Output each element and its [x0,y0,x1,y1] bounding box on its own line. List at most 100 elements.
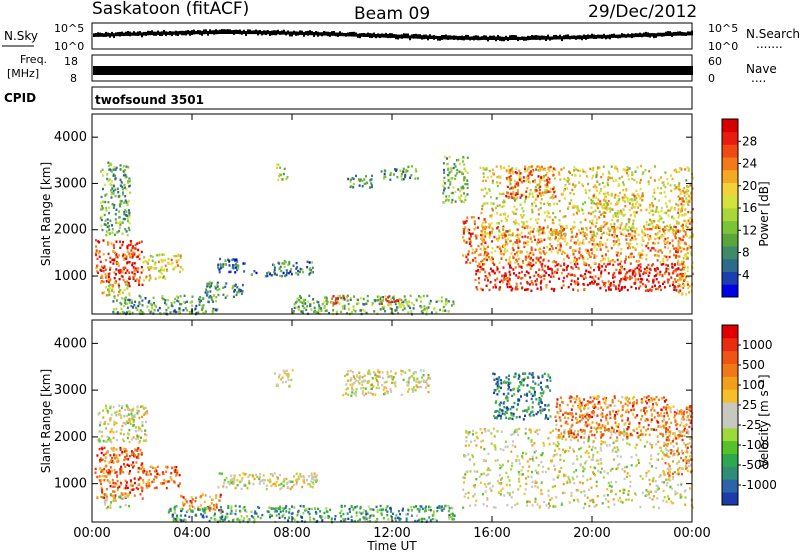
colorbar-swatch [722,246,738,260]
range-cell [520,221,523,224]
range-cell [683,242,686,245]
range-cell [597,202,600,205]
freq-mark [509,66,511,75]
range-cell [688,200,691,203]
range-cell [467,250,470,253]
range-cell [617,201,620,204]
noise-sky-mark [421,36,423,39]
noise-sky-mark [281,32,283,35]
noise-sky-mark [475,37,477,40]
range-cell [687,203,690,207]
range-cell [464,195,467,198]
range-cell [125,214,127,217]
range-cell [473,228,476,231]
range-cell [606,208,609,211]
range-cell [545,284,548,287]
freq-mark [329,66,331,75]
range-cell [598,183,601,186]
range-cell [624,169,627,173]
noise-search-mark [133,31,135,36]
range-cell [174,297,177,301]
range-cell [122,471,125,474]
range-cell [499,165,502,168]
noise-search-mark [465,34,467,40]
range-cell [539,194,542,197]
noise-search-mark [413,34,415,38]
range-cell [648,271,651,274]
range-cell [118,226,121,229]
range-cell [648,182,651,186]
freq-mark [627,66,629,75]
range-cell [459,190,461,193]
range-cell [528,171,531,174]
range-cell [573,166,576,169]
range-cell [122,217,125,221]
range-cell [135,486,138,490]
range-cell [652,241,655,245]
range-cell [516,254,519,257]
freq-mark [529,66,531,75]
range-cell [580,207,583,210]
range-cell [541,178,543,181]
range-cell [498,247,501,250]
range-cell [526,236,529,239]
range-cell [452,166,455,170]
range-cell [121,271,124,274]
range-cell [499,192,502,196]
range-cell [171,261,174,264]
range-cell [545,188,548,192]
noise-search-mark [353,31,355,36]
range-cell [133,494,136,497]
range-cell [524,288,526,292]
range-cell [680,285,682,288]
range-cell [488,272,491,275]
range-cell [535,271,538,274]
noise-sky-mark [669,34,671,36]
noise-search-mark [247,29,249,34]
range-cell [596,283,599,286]
range-cell [366,181,369,184]
noise-sky-mark [657,34,659,37]
freq-mark [269,66,271,75]
range-cell [370,184,373,187]
range-cell [101,488,104,491]
range-cell [577,267,580,270]
range-cell [101,274,103,277]
range-cell [121,297,123,300]
freq-mark [277,66,279,75]
range-cell [102,253,105,256]
range-cell [514,266,517,269]
noise-sky-mark [381,35,383,38]
range-cell [302,299,305,303]
range-cell [473,220,476,223]
noise-search-mark [349,32,351,36]
range-cell [613,271,616,275]
noise-sky-mark [601,36,603,39]
range-cell [633,282,636,285]
range-cell [125,481,128,484]
range-cell [357,298,360,302]
range-cell [128,254,131,257]
noise-sky-mark [573,37,575,40]
range-cell [130,249,133,252]
range-cell [479,287,482,290]
range-cell [560,231,563,234]
range-cell [683,219,686,223]
range-cell [514,288,517,291]
freq-mark [285,66,287,75]
range-cell [140,250,143,254]
range-cell [586,228,589,231]
range-cell [571,173,574,177]
range-cell [125,457,127,461]
range-cell [335,302,338,305]
range-cell [480,188,483,191]
range-cell [658,214,661,218]
noise-sky-mark [243,32,245,34]
range-cell [188,507,191,511]
freq-mark [111,66,113,75]
freq-mark [327,66,329,75]
range-cell [186,501,189,504]
range-cell [680,278,682,281]
range-cell [118,404,121,407]
range-cell [506,249,509,252]
